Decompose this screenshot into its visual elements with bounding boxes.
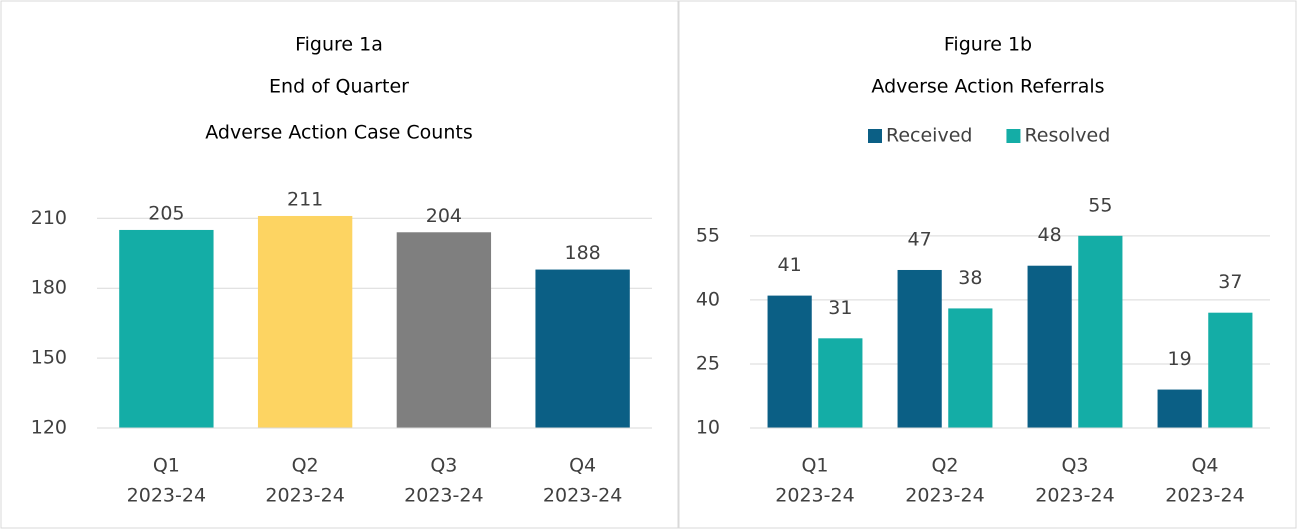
bar	[818, 338, 863, 428]
x-tick-label: Q3	[1061, 455, 1088, 477]
bar	[119, 229, 214, 428]
data-label: 47	[908, 228, 932, 250]
y-tick-label: 150	[31, 347, 67, 369]
bar	[1208, 312, 1253, 428]
x-tick-label: Q2	[292, 455, 319, 477]
legend-label: Received	[886, 125, 972, 147]
bar	[948, 308, 993, 428]
bar	[1078, 235, 1123, 428]
chart-title: Adverse Action Case Counts	[205, 122, 473, 144]
x-tick-label: Q1	[153, 455, 180, 477]
bar	[1027, 265, 1072, 428]
x-tick-label: Q2	[931, 455, 958, 477]
bar	[535, 269, 630, 428]
data-label: 211	[287, 188, 323, 210]
data-label: 205	[148, 202, 184, 224]
bar	[257, 215, 353, 428]
figure-label: Figure 1a	[295, 34, 383, 56]
panel	[678, 0, 1297, 529]
x-tick-label: Q1	[801, 455, 828, 477]
bar	[767, 295, 812, 428]
bar	[1157, 389, 1202, 428]
legend-swatch	[1006, 129, 1021, 143]
data-label: 188	[564, 242, 600, 264]
data-label: 37	[1218, 271, 1242, 293]
data-label: 19	[1168, 348, 1192, 370]
legend-label: Resolved	[1024, 125, 1110, 147]
x-tick-label: Q4	[569, 455, 596, 477]
chart-title: Adverse Action Referrals	[871, 76, 1104, 98]
data-label: 41	[778, 254, 802, 276]
x-tick-label: 2023-24	[265, 485, 344, 507]
x-tick-label: 2023-24	[543, 485, 622, 507]
x-tick-label: 2023-24	[1165, 485, 1244, 507]
bar	[897, 269, 942, 428]
chart-title: End of Quarter	[269, 76, 409, 98]
x-tick-label: 2023-24	[404, 485, 483, 507]
x-tick-label: 2023-24	[127, 485, 206, 507]
legend-swatch	[868, 129, 882, 143]
x-tick-label: 2023-24	[905, 485, 984, 507]
x-tick-label: Q4	[1191, 455, 1218, 477]
data-label: 204	[426, 205, 462, 227]
y-tick-label: 55	[696, 224, 720, 246]
y-tick-label: 120	[31, 417, 67, 439]
x-tick-label: 2023-24	[1035, 485, 1114, 507]
data-label: 48	[1038, 224, 1062, 246]
y-tick-label: 40	[696, 288, 720, 310]
y-tick-label: 10	[696, 417, 720, 439]
x-tick-label: Q3	[430, 455, 457, 477]
data-label: 38	[958, 267, 982, 289]
y-tick-label: 210	[31, 207, 67, 229]
figure-label: Figure 1b	[944, 34, 1032, 56]
data-label: 31	[828, 297, 852, 319]
y-tick-label: 180	[31, 277, 67, 299]
x-tick-label: 2023-24	[775, 485, 854, 507]
y-tick-label: 25	[696, 352, 720, 374]
bar	[396, 232, 492, 428]
data-label: 55	[1088, 194, 1112, 216]
